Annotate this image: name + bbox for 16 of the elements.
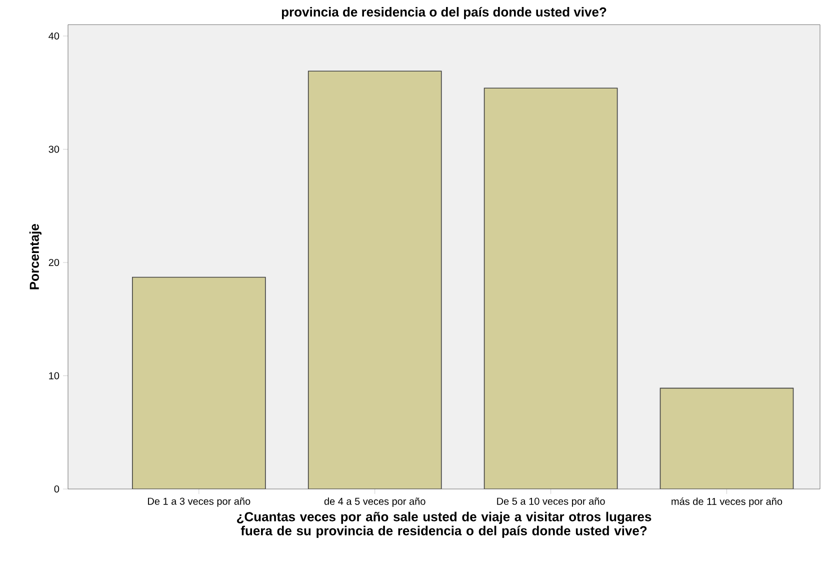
y-tick-label: 30	[48, 146, 60, 153]
x-tick-label: de 4 a 5 veces por año	[324, 498, 426, 507]
x-tick-label: De 1 a 3 veces por año	[148, 498, 250, 507]
x-axis-title: ¿Cuantas veces por año sale usted de viaje a visitar otros lugares fuera de su provincia de residencia o del país donde usted vive?	[237, 512, 652, 538]
y-tick-label: 20	[48, 258, 60, 266]
y-axis-title: Porcentaje	[29, 224, 42, 290]
y-tick-label: 10	[49, 372, 60, 380]
bar	[660, 388, 794, 489]
bar	[308, 70, 442, 489]
x-tick-label: De 5 a 10 veces por año	[497, 498, 605, 507]
y-tick-label: 0	[54, 485, 60, 493]
bar	[132, 276, 266, 489]
chart-title: provincia de residencia o del país donde usted vive?	[282, 6, 606, 20]
x-tick-label: más de 11 veces por año	[672, 498, 782, 507]
y-tick-label: 40	[48, 32, 60, 40]
bar	[484, 88, 618, 489]
